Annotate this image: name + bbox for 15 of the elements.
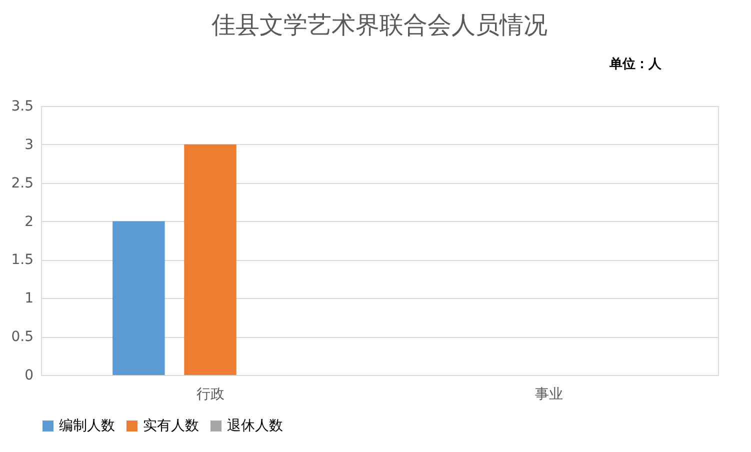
y-tick-label: 0: [24, 368, 34, 384]
y-tick-label: 1: [24, 290, 34, 307]
y-tick-label: 3.5: [11, 98, 34, 114]
legend-label: 编制人数: [59, 418, 115, 434]
x-tick-label: 事业: [534, 386, 563, 402]
chart-title: 佳县文学艺术界联合会人员情况: [212, 11, 548, 39]
text: 单位：人: [608, 56, 663, 72]
y-tick-label: 2: [24, 214, 34, 230]
legend-label: 实有人数: [143, 418, 199, 434]
y-tick-label: 3: [24, 136, 34, 153]
y-tick-label: 2.5: [11, 175, 34, 192]
y-tick-label: 1.5: [11, 252, 34, 268]
x-tick-label: 行政: [196, 386, 224, 402]
legend-label: 退休人数: [227, 418, 283, 434]
y-tick-label: 0.5: [11, 329, 34, 346]
